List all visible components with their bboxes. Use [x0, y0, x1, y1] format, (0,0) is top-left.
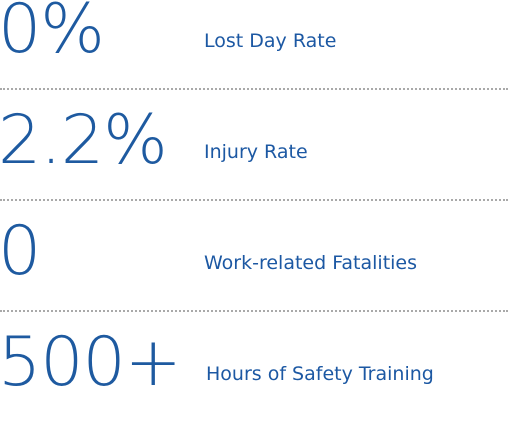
- stat-row: 0% Lost Day Rate: [0, 0, 518, 111]
- stat-value: 500+: [0, 323, 182, 402]
- stat-row: 500+ Hours of Safety Training: [0, 329, 518, 444]
- stat-value: 2.2%: [0, 101, 168, 180]
- stat-label: Lost Day Rate: [204, 30, 337, 52]
- stat-label: Work-related Fatalities: [204, 252, 418, 274]
- stat-row: 2.2% Injury Rate: [0, 107, 518, 222]
- dotted-separator: [0, 310, 508, 312]
- stats-page: 0% Lost Day Rate 2.2% Injury Rate 0 Work-rela…: [0, 0, 518, 397]
- stat-label: Injury Rate: [204, 141, 308, 163]
- stat-value: 0%: [0, 0, 105, 69]
- dotted-separator: [0, 199, 508, 201]
- stat-label: Hours of Safety Training: [206, 363, 434, 385]
- dotted-separator: [0, 88, 508, 90]
- stat-row: 0 Work-related Fatalities: [0, 218, 518, 333]
- stat-value: 0: [0, 212, 41, 291]
